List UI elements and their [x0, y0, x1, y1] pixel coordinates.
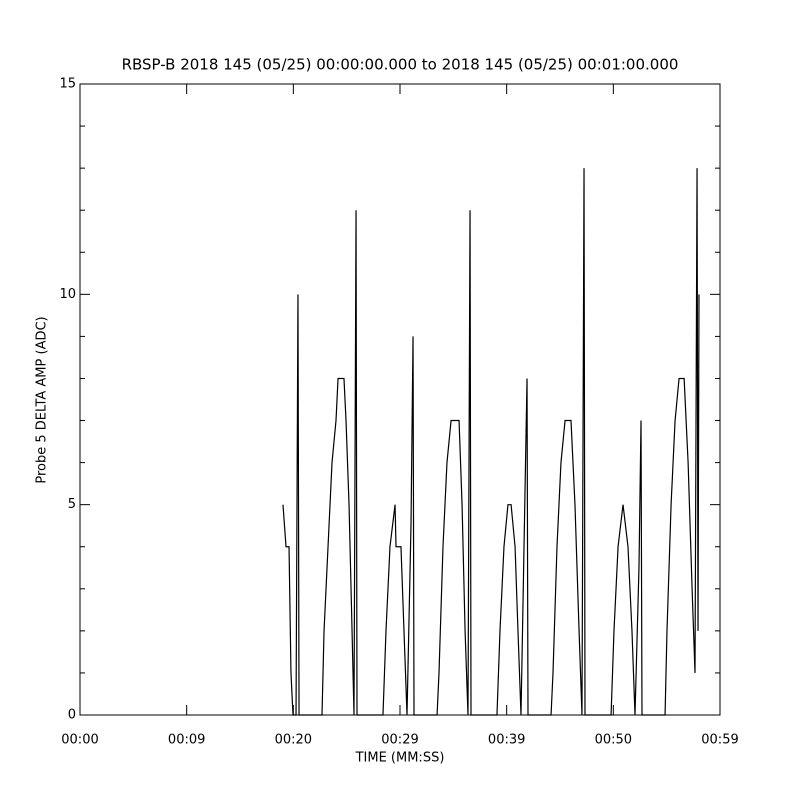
chart-title: RBSP-B 2018 145 (05/25) 00:00:00.000 to …: [122, 56, 679, 74]
x-tick-label: 00:20: [275, 733, 312, 748]
data-line: [282, 168, 700, 716]
y-tick-label: 0: [68, 708, 76, 723]
x-tick-label: 00:59: [701, 733, 738, 748]
x-tick-label: 00:39: [488, 733, 525, 748]
x-tick-label: 00:09: [168, 733, 205, 748]
y-tick-label: 10: [59, 287, 76, 302]
x-tick-label: 00:29: [381, 733, 418, 748]
x-tick-label: 00:00: [61, 733, 98, 748]
y-tick-label: 5: [68, 497, 76, 512]
y-axis-label: Probe 5 DELTA AMP (ADC): [35, 316, 50, 483]
x-axis-label: TIME (MM:SS): [355, 751, 445, 766]
x-tick-label: 00:50: [595, 733, 632, 748]
y-tick-label: 15: [59, 77, 76, 92]
